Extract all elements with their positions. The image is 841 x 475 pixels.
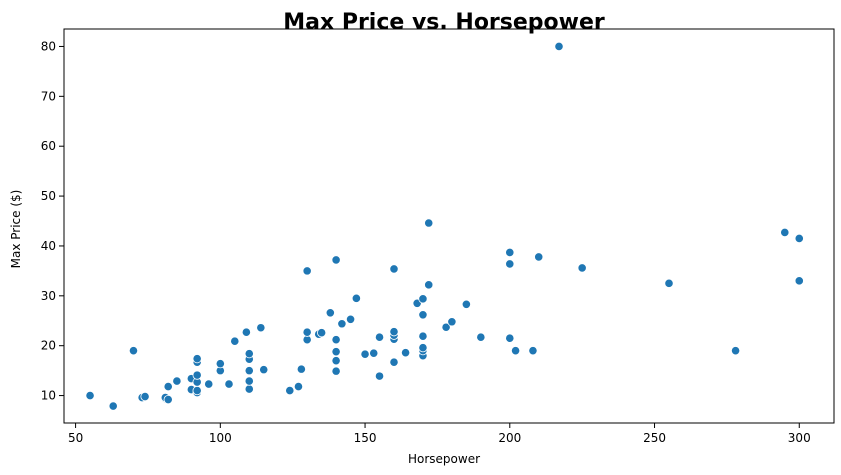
data-point (128, 346, 139, 356)
data-point (244, 376, 254, 386)
data-point (224, 379, 234, 389)
axis-ticks: 50 100 150 200 250 300 10 20 30 40 50 60 70 80 (41, 39, 811, 445)
data-point (331, 366, 341, 376)
y-tick-label: 20 (41, 339, 56, 353)
data-point (325, 308, 335, 318)
data-point (400, 348, 411, 358)
data-point (172, 376, 182, 386)
data-point (293, 381, 304, 392)
data-point (285, 385, 295, 396)
data-point (369, 348, 379, 358)
data-point (441, 322, 451, 332)
data-point (476, 332, 486, 342)
data-point (108, 401, 118, 411)
data-point (794, 233, 804, 244)
data-point (389, 357, 399, 367)
data-point (259, 365, 269, 375)
data-point (215, 359, 225, 369)
data-point (331, 356, 341, 366)
data-point (389, 264, 399, 274)
y-tick-label: 80 (41, 39, 56, 53)
data-point (256, 323, 266, 333)
data-point (244, 366, 254, 376)
plot-frame (63, 28, 835, 424)
data-point (351, 293, 361, 303)
data-point (447, 317, 457, 327)
data-point (241, 327, 251, 337)
data-point (794, 276, 804, 286)
data-point (163, 394, 173, 405)
data-point (664, 278, 674, 288)
data-point (85, 390, 95, 401)
data-point (230, 336, 240, 346)
data-point (374, 371, 385, 381)
data-point (510, 346, 521, 356)
data-point (554, 41, 564, 52)
data-point (528, 346, 538, 356)
data-point (163, 381, 173, 392)
y-tick-label: 50 (41, 189, 56, 203)
data-point (204, 379, 214, 389)
data-point (192, 370, 202, 380)
x-tick-label: 150 (354, 431, 377, 445)
data-point (730, 346, 741, 356)
x-tick-label: 100 (209, 431, 232, 445)
data-points (85, 41, 804, 411)
data-point (418, 343, 428, 353)
data-point (331, 255, 341, 265)
data-point (337, 319, 347, 329)
y-tick-label: 10 (41, 389, 56, 403)
x-tick-label: 50 (68, 431, 83, 445)
data-point (331, 347, 341, 357)
y-tick-label: 60 (41, 139, 56, 153)
x-axis-label: Horsepower (408, 452, 480, 466)
data-point (374, 332, 385, 342)
x-tick-label: 200 (498, 431, 521, 445)
data-point (534, 252, 544, 262)
data-point (192, 385, 202, 396)
data-point (505, 333, 515, 343)
data-point (461, 299, 471, 309)
y-tick-label: 40 (41, 239, 56, 253)
data-point (418, 331, 428, 341)
data-point (345, 314, 356, 324)
x-tick-label: 250 (643, 431, 666, 445)
data-point (418, 294, 428, 304)
data-point (505, 259, 515, 269)
data-point (505, 247, 515, 258)
data-point (424, 280, 434, 290)
data-point (140, 391, 150, 402)
data-point (302, 327, 312, 337)
data-point (418, 310, 428, 320)
data-point (780, 227, 790, 238)
data-point (360, 349, 370, 359)
data-point (331, 335, 341, 345)
data-point (302, 266, 312, 276)
data-point (244, 349, 254, 359)
y-tick-label: 70 (41, 89, 56, 103)
y-axis-label: Max Price ($) (9, 190, 23, 269)
data-point (296, 364, 306, 374)
data-point (424, 218, 434, 228)
x-tick-label: 300 (788, 431, 811, 445)
y-tick-label: 30 (41, 289, 56, 303)
data-point (577, 263, 587, 273)
data-point (389, 327, 399, 337)
data-point (192, 354, 202, 364)
chart-title: Max Price vs. Horsepower (283, 10, 605, 35)
data-point (244, 384, 254, 394)
data-point (317, 328, 327, 338)
